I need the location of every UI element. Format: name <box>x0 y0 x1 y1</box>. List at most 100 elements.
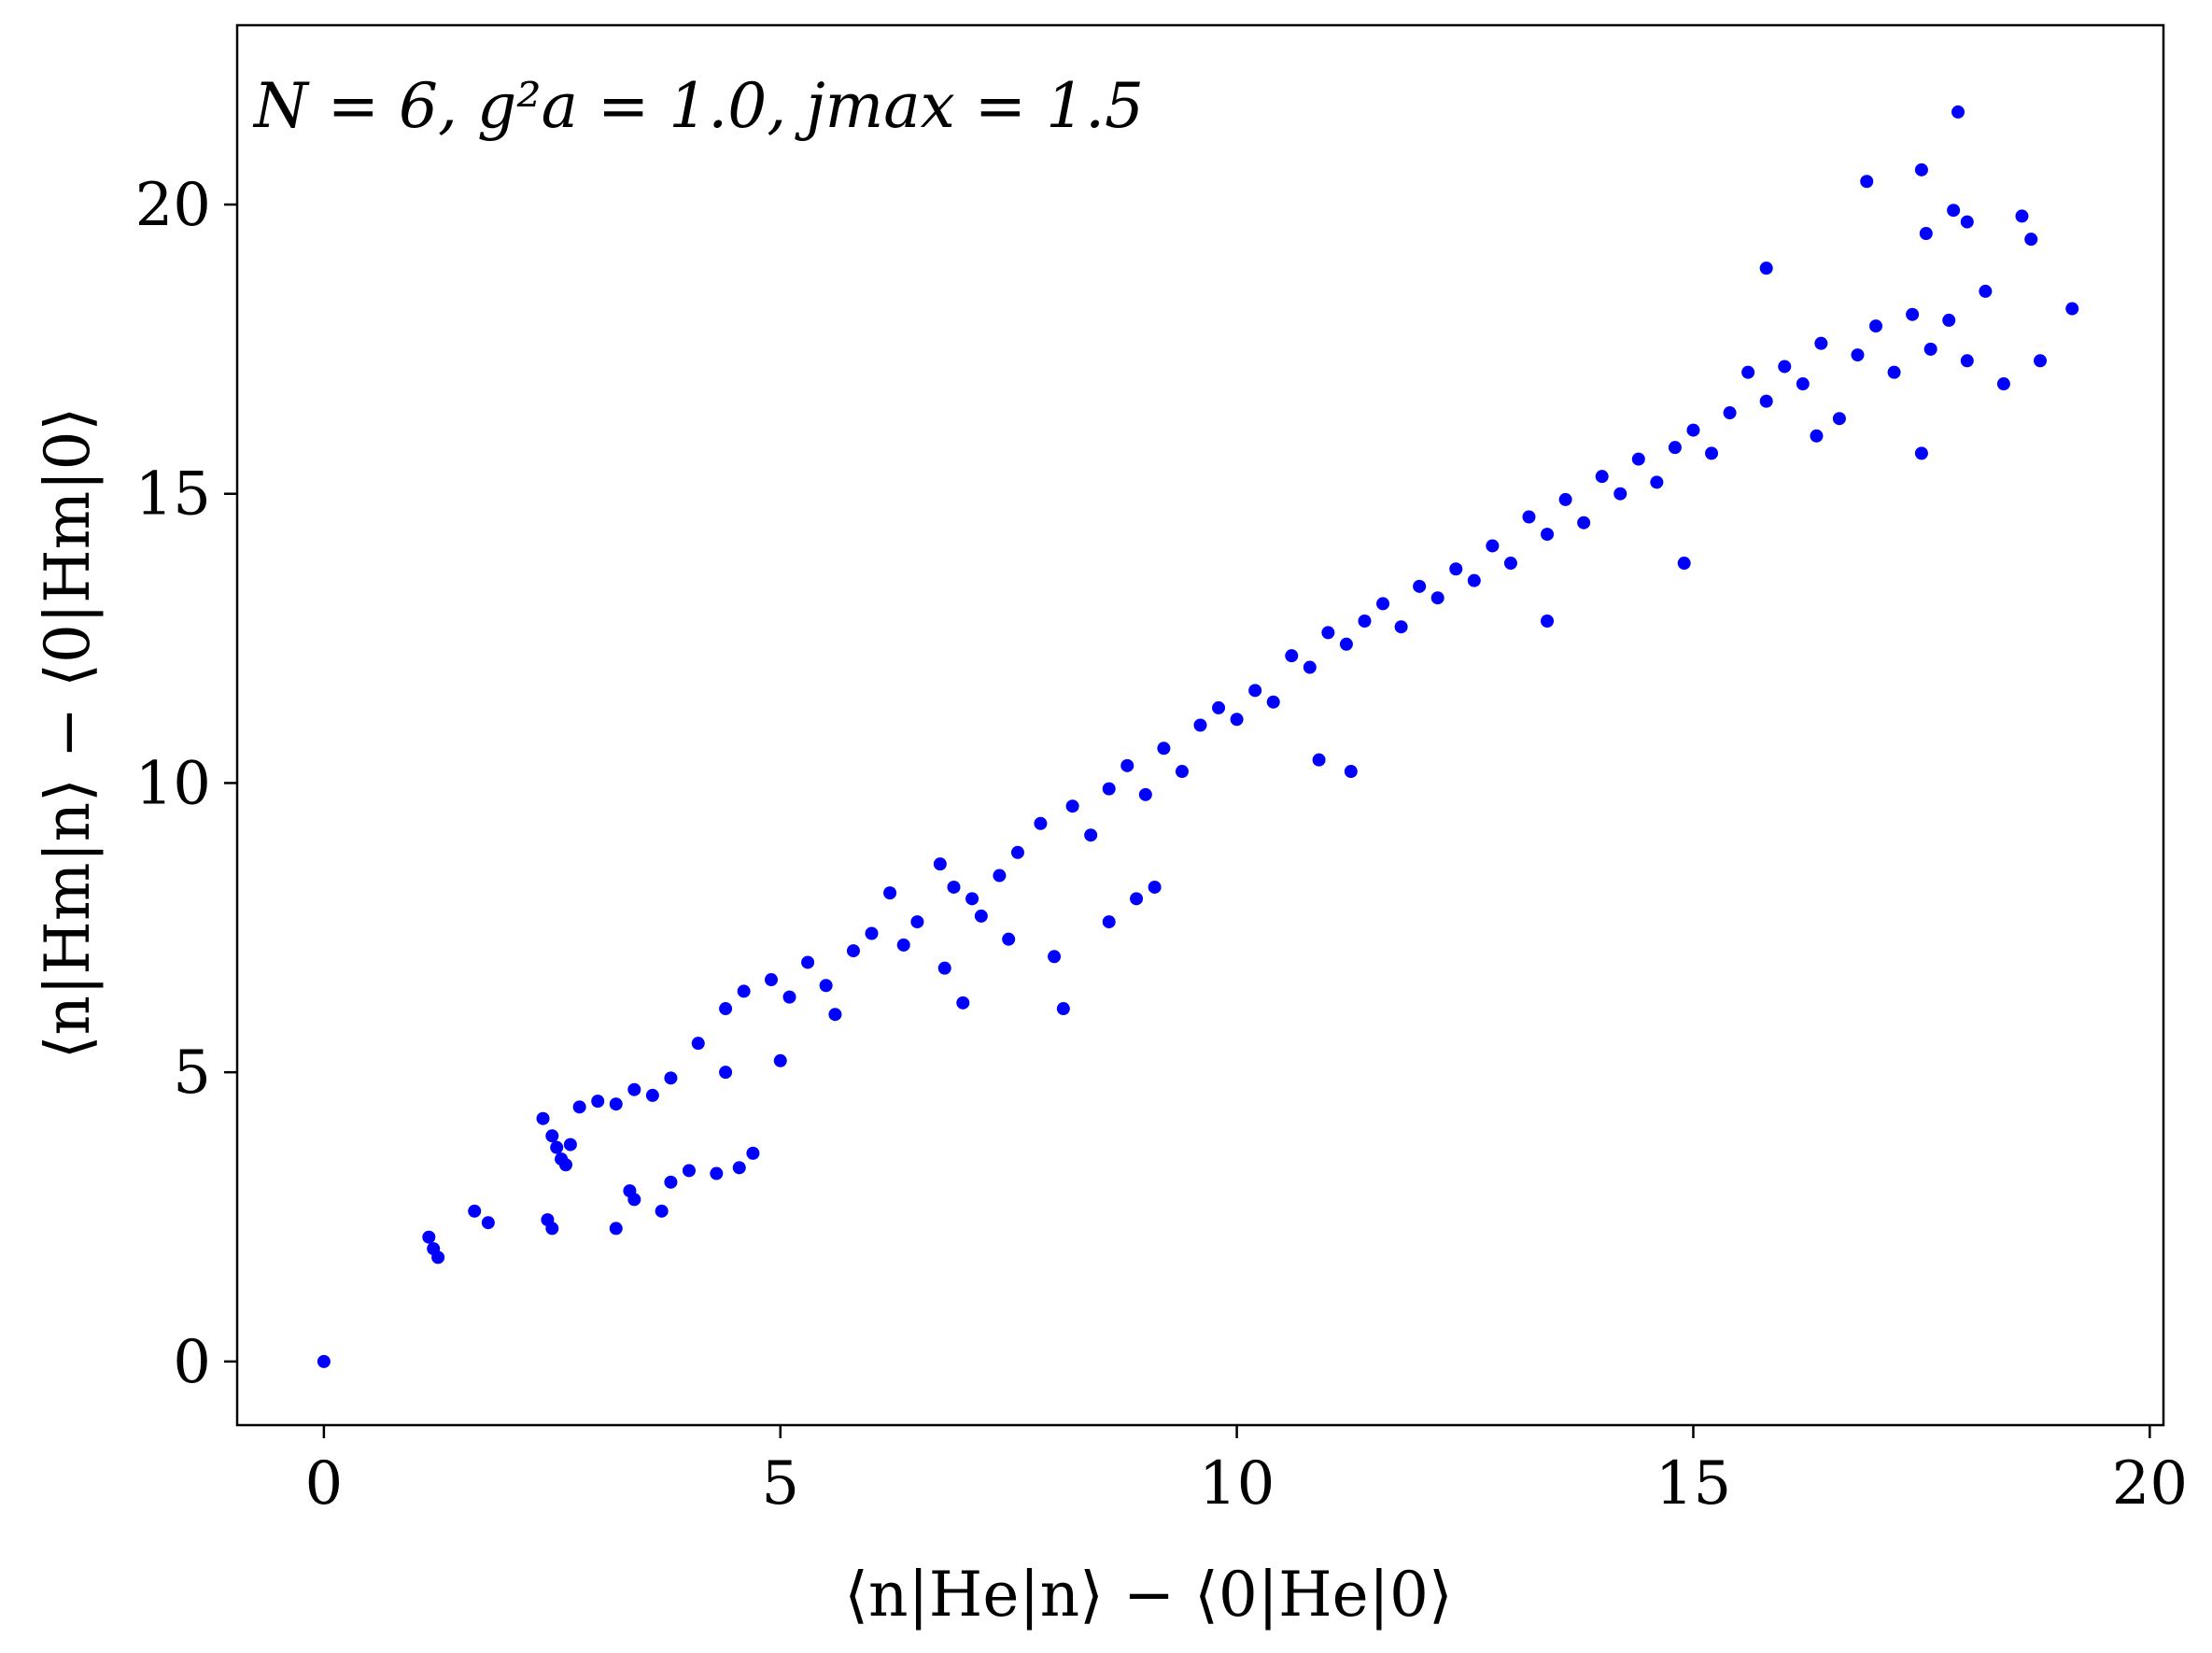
data-point <box>947 880 961 894</box>
data-point <box>1339 637 1353 651</box>
data-point <box>1577 516 1591 530</box>
data-point <box>1486 539 1500 553</box>
data-points <box>317 105 2079 1368</box>
data-point <box>1065 799 1079 813</box>
data-point <box>317 1354 331 1368</box>
data-point <box>609 1097 623 1111</box>
data-point <box>1541 615 1555 629</box>
data-point <box>1138 787 1152 801</box>
data-point <box>2065 302 2079 316</box>
data-point <box>1266 695 1280 709</box>
data-point <box>655 1204 669 1218</box>
data-point <box>536 1111 550 1125</box>
data-point <box>1942 313 1956 327</box>
y-axis-ticks: 0 5 10 15 20 <box>135 171 237 1397</box>
data-point <box>1102 782 1116 796</box>
data-point <box>719 1002 733 1016</box>
y-axis-label: ⟨n|Hm|n⟩ − ⟨0|Hm|0⟩ <box>32 407 104 1059</box>
data-point <box>1148 880 1162 894</box>
data-point <box>1631 452 1645 466</box>
data-point <box>1522 510 1536 524</box>
data-point <box>933 857 947 871</box>
data-point <box>1002 932 1016 946</box>
data-point <box>1394 620 1408 634</box>
data-point <box>937 961 951 975</box>
plot-frame <box>235 23 2165 1427</box>
data-point <box>1996 377 2010 391</box>
data-point <box>1705 446 1719 460</box>
y-tick-label: 10 <box>135 749 211 818</box>
data-point <box>1056 1002 1070 1016</box>
data-point <box>1668 441 1682 455</box>
data-point <box>1230 713 1244 727</box>
data-point <box>828 1008 842 1022</box>
data-point <box>1467 573 1481 587</box>
data-point <box>563 1137 577 1151</box>
data-point <box>1723 406 1737 420</box>
data-point <box>719 1066 733 1080</box>
data-point <box>682 1164 696 1178</box>
data-point <box>896 938 910 952</box>
data-point <box>545 1129 559 1143</box>
y-tick-label: 20 <box>135 171 211 240</box>
data-point <box>1084 828 1098 842</box>
data-point <box>545 1222 559 1236</box>
data-point <box>1914 446 1928 460</box>
data-point <box>1686 423 1700 437</box>
data-point <box>1321 626 1335 640</box>
data-point <box>1102 915 1116 929</box>
data-point <box>865 926 879 940</box>
data-point <box>1449 562 1463 576</box>
data-point <box>1120 758 1134 772</box>
data-point <box>609 1222 623 1236</box>
data-point <box>1923 342 1937 356</box>
data-point <box>422 1230 436 1244</box>
data-point <box>1034 816 1048 830</box>
data-point <box>1503 557 1517 571</box>
data-point <box>627 1082 641 1096</box>
data-point <box>764 973 778 987</box>
data-point <box>1796 377 1810 391</box>
data-point <box>1048 950 1062 964</box>
data-point <box>1413 579 1427 593</box>
data-point <box>572 1100 586 1114</box>
data-point <box>846 944 860 958</box>
data-point <box>1303 660 1317 674</box>
data-point <box>1613 487 1627 501</box>
data-point <box>1285 649 1299 663</box>
data-point <box>550 1140 564 1154</box>
data-point <box>819 979 833 993</box>
data-point <box>1010 845 1024 859</box>
chart-annotation: N = 6, g²a = 1.0, jmax = 1.5 <box>252 70 1144 142</box>
data-point <box>691 1037 705 1051</box>
y-tick-label: 5 <box>173 1038 211 1108</box>
data-point <box>883 886 897 900</box>
data-point <box>1860 175 1874 189</box>
data-point <box>627 1193 641 1207</box>
data-point <box>1312 753 1326 767</box>
data-point <box>2034 354 2048 368</box>
data-point <box>746 1146 760 1160</box>
data-point <box>956 996 970 1010</box>
data-point <box>1175 765 1189 779</box>
x-tick-label: 10 <box>1199 1449 1275 1519</box>
data-point <box>801 955 815 969</box>
data-point <box>1376 597 1390 611</box>
data-point <box>993 869 1007 883</box>
data-point <box>1157 742 1171 756</box>
data-point <box>2015 209 2029 223</box>
data-point <box>1906 307 1920 321</box>
y-tick-label: 15 <box>135 460 211 530</box>
data-point <box>1979 284 1993 298</box>
x-axis-ticks: 0 5 10 15 20 <box>305 1425 2188 1519</box>
data-point <box>645 1088 659 1102</box>
data-point <box>481 1216 495 1230</box>
data-point <box>1130 892 1144 906</box>
data-point <box>1919 226 1933 240</box>
data-point <box>431 1250 445 1264</box>
data-point <box>737 984 751 998</box>
data-point <box>1951 105 1965 119</box>
data-point <box>1430 591 1444 605</box>
data-point <box>1914 162 1928 177</box>
